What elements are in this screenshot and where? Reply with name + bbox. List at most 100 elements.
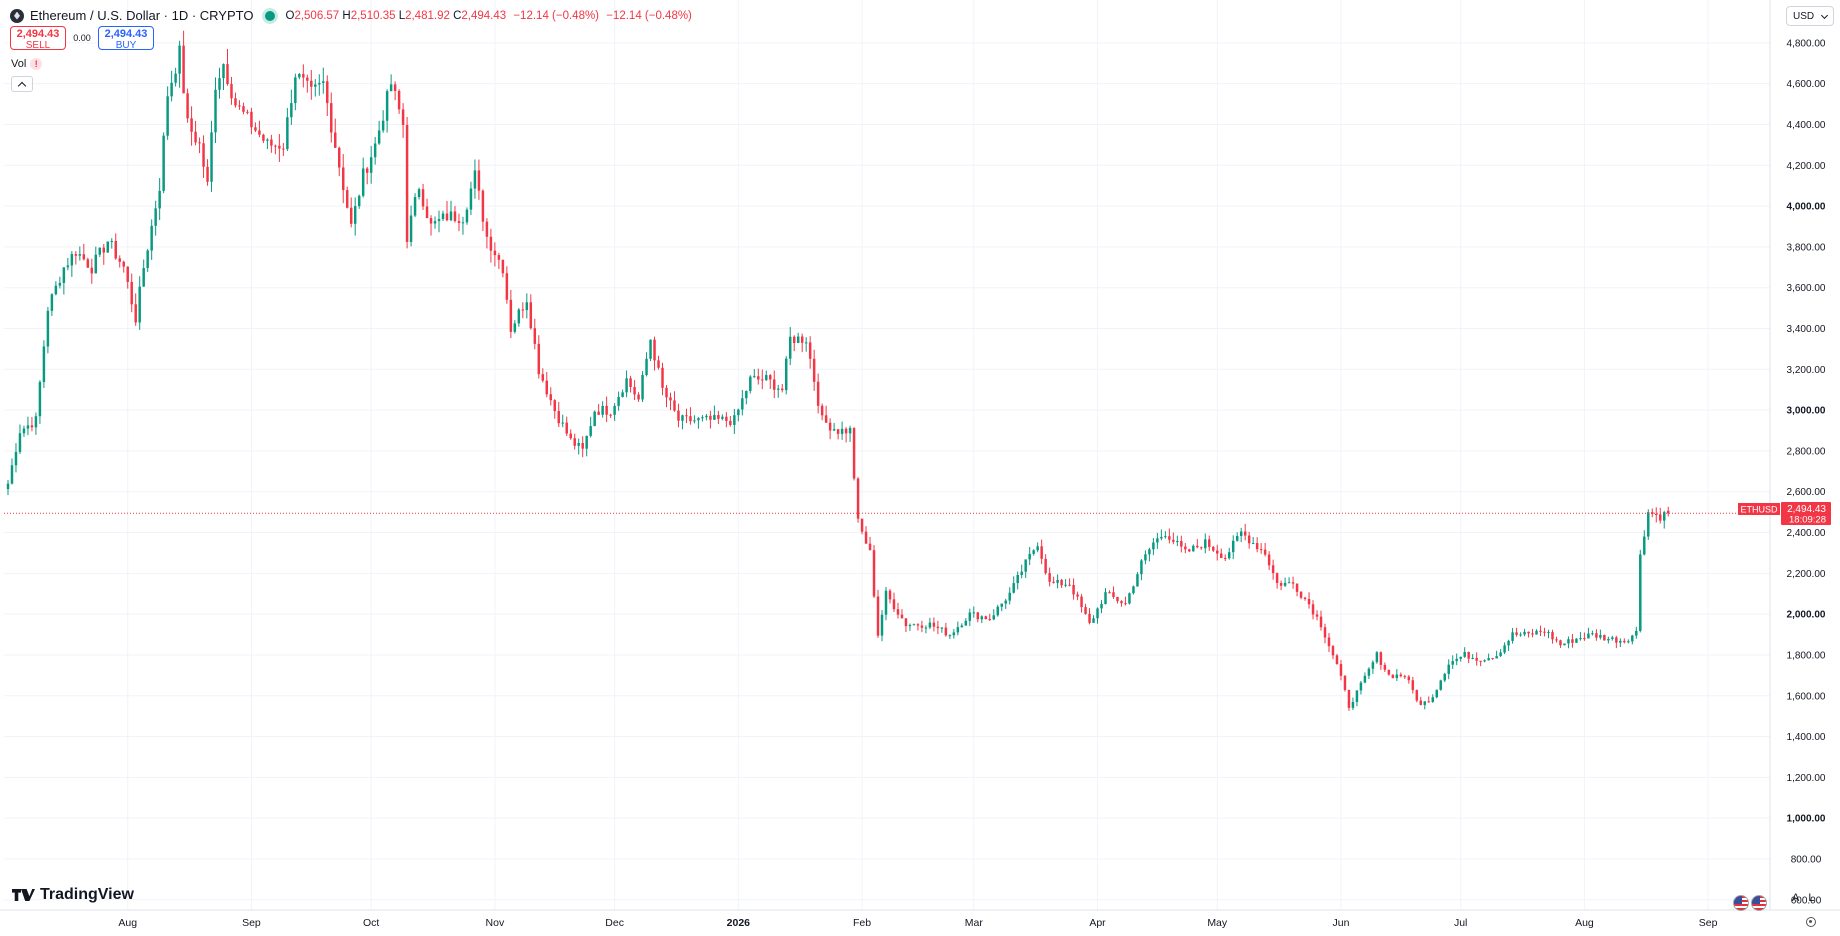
price-axis[interactable]: 600.00 800.00 1,000.00 1,200.00 1,400.00 1,60… (1787, 38, 1826, 906)
candle-body (780, 388, 784, 391)
candle-body (800, 336, 804, 343)
candle-body (1427, 701, 1431, 703)
candle-body (194, 131, 197, 143)
candle-body (908, 625, 912, 627)
candle-body (832, 429, 836, 431)
candle-body (1511, 632, 1514, 641)
candle-body (912, 624, 916, 626)
candle-body (804, 342, 808, 344)
candle-body (493, 250, 497, 256)
candle-body (577, 443, 580, 446)
candle-body (685, 415, 688, 417)
candle-body (761, 379, 764, 381)
open-value: 2,506.57 (294, 9, 340, 22)
candle-body (1267, 554, 1271, 566)
candle-body (828, 422, 832, 431)
candle-body (1451, 661, 1454, 665)
candle-body (489, 236, 493, 251)
candle-body (385, 91, 389, 121)
candle-body (968, 612, 972, 621)
price-tick-label: 2,800.00 (1787, 446, 1826, 457)
low-label: L (398, 9, 406, 22)
candle-body (90, 267, 94, 274)
time-axis[interactable]: Aug Sep Oct Nov Dec 2026 Feb Mar Apr May Jun Jul Aug… (118, 917, 1717, 929)
candle-body (1519, 634, 1522, 636)
candle-body (178, 45, 181, 74)
candle-body (74, 254, 78, 256)
candle-body (733, 415, 736, 425)
candle-body (1411, 680, 1415, 691)
high-value: 2,510.35 (350, 9, 396, 22)
candle-body (1235, 536, 1239, 541)
candle-body (665, 387, 668, 398)
candle-body (1439, 680, 1442, 690)
candle-body (361, 168, 365, 196)
candle-body (757, 376, 760, 380)
candle-body (1599, 635, 1602, 638)
candle-body (788, 336, 792, 359)
candle-body (916, 624, 920, 626)
candle-body (1587, 633, 1590, 639)
sell-button[interactable]: 2,494.43 SELL (10, 26, 66, 51)
events-markers[interactable] (1733, 895, 1767, 911)
price-tick-label: 2,200.00 (1787, 569, 1826, 580)
candle-body (689, 416, 692, 422)
log-scale-button[interactable]: L (1808, 892, 1815, 904)
candle-body (1279, 582, 1283, 586)
price-tick-label: 2,000.00 (1787, 610, 1826, 621)
candle-body (1555, 639, 1558, 641)
price-tick-label: 4,400.00 (1787, 120, 1826, 131)
candle-body (282, 148, 285, 150)
candle-body (66, 265, 70, 268)
volume-indicator-legend[interactable]: Vol ! (11, 58, 43, 70)
volume-label[interactable]: Vol (11, 58, 27, 70)
candle-body (1168, 536, 1171, 540)
candle-body (1355, 690, 1359, 702)
candle-body (286, 117, 289, 150)
candle-body (645, 358, 648, 375)
candle-body (1291, 582, 1295, 584)
candle-body (1331, 646, 1335, 656)
currency-select[interactable]: USD (1786, 6, 1834, 26)
price-tag-symbol-bg (1738, 503, 1780, 515)
us-flag-icon[interactable] (1751, 895, 1767, 911)
candle-body (322, 81, 325, 83)
settings-gear-icon[interactable] (1806, 917, 1816, 927)
candle-body (1016, 574, 1019, 584)
candle-body (1487, 658, 1490, 661)
candle-body (234, 98, 237, 106)
price-tick-label: 2,600.00 (1787, 487, 1826, 498)
candle-body (1032, 550, 1035, 554)
candle-body (1315, 614, 1319, 617)
market-status-icon[interactable] (265, 10, 276, 21)
candle-body (1008, 592, 1011, 601)
collapse-legend-button[interactable] (11, 76, 33, 92)
candle-body (944, 627, 948, 636)
candle-body (1635, 630, 1638, 636)
candle-body (1435, 689, 1438, 698)
us-flag-icon[interactable] (1733, 895, 1749, 911)
candle-body (1303, 597, 1307, 599)
candle-body (1116, 596, 1119, 602)
buy-button[interactable]: 2,494.43 BUY (98, 26, 154, 51)
auto-scale-button[interactable]: A (1792, 892, 1800, 904)
candle-body (940, 627, 944, 629)
candle-body (956, 627, 960, 633)
candle-body (1419, 700, 1423, 705)
symbol-title[interactable]: Ethereum / U.S. Dollar · 1D · CRYPTO (30, 8, 254, 23)
candle-body (409, 215, 413, 242)
chart-grid (4, 0, 1770, 910)
candle-body (150, 225, 153, 251)
price-tick-label: 1,200.00 (1787, 773, 1826, 784)
candle-body (565, 422, 568, 434)
warning-icon[interactable]: ! (30, 58, 43, 70)
candle-body (1028, 553, 1031, 560)
candle-body (1395, 674, 1399, 679)
time-tick-label: Apr (1089, 917, 1106, 929)
candle-body (1100, 604, 1103, 609)
price-tick-label: 1,400.00 (1787, 732, 1826, 743)
candle-body (1299, 591, 1303, 598)
tradingview-logo[interactable]: TradingView (12, 886, 134, 904)
candle-body (130, 281, 133, 305)
